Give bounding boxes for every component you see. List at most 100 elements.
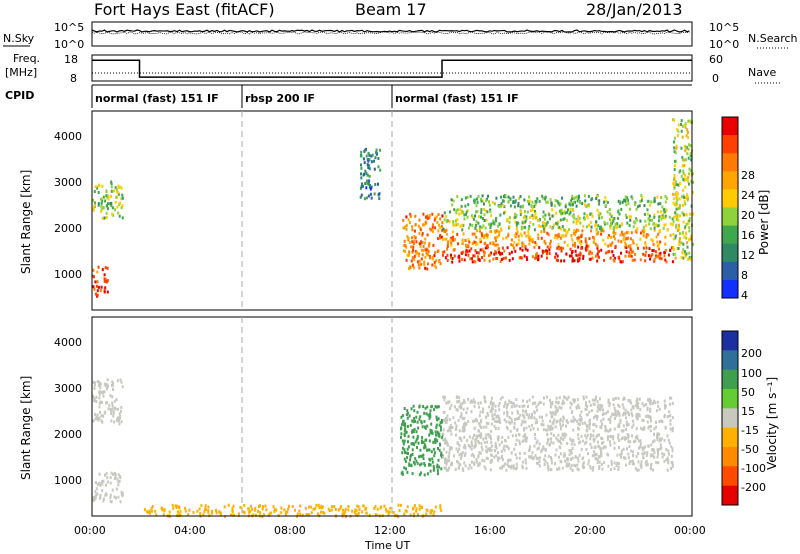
power-cell-7 [585, 205, 588, 209]
velocity-cell-4 [505, 420, 508, 424]
velocity-cell-1 [111, 383, 113, 387]
velocity-cell-4 [484, 400, 487, 404]
velocity-cell-3 [589, 433, 592, 437]
velocity-cell-5 [219, 511, 222, 515]
power-cell-7 [519, 205, 522, 209]
velocity-cell-2 [403, 423, 406, 427]
power-cell-5 [544, 241, 547, 245]
power-cell-5 [465, 243, 468, 247]
velocity-cell-4 [617, 403, 620, 407]
power-cell-7 [625, 199, 628, 203]
velocity-cell-3 [641, 452, 644, 456]
power-cell-4 [560, 259, 563, 263]
power-cell-6 [459, 208, 462, 212]
velocity-cell-3 [478, 451, 481, 455]
power-cell-7 [476, 200, 479, 204]
power-cell-6 [538, 224, 540, 228]
power-cell-3 [405, 223, 408, 227]
velocity-cell-4 [548, 399, 551, 402]
power-cell-5 [513, 233, 516, 237]
power-cell-8 [673, 150, 676, 154]
power-cell-6 [515, 223, 518, 227]
velocity-cell-2 [428, 433, 431, 437]
power-cell-6 [636, 227, 639, 231]
power-cell-2 [363, 161, 366, 165]
velocity-cell-5 [172, 506, 175, 510]
velocity-cell-5 [143, 508, 146, 512]
velocity-cell-3 [542, 447, 545, 451]
velocity-cell-3 [443, 466, 446, 470]
power-cell-2 [365, 196, 368, 200]
power-cell-6 [606, 210, 609, 214]
power-cell-4 [570, 254, 573, 258]
velocity-cell-4 [575, 405, 578, 409]
power-cell-6 [551, 226, 554, 230]
velocity-cell-4 [602, 412, 605, 416]
power-cell-8 [692, 180, 694, 184]
power-cell-5 [495, 243, 498, 247]
power-cell-6 [534, 209, 536, 213]
power-cell-0 [101, 268, 104, 272]
power-cell-6 [460, 211, 463, 215]
power-cell-6 [551, 208, 554, 212]
velocity-cell-3 [652, 454, 655, 458]
velocity-cell-1 [103, 390, 106, 394]
power-cell-8 [687, 147, 690, 151]
velocity-cell-4 [605, 411, 608, 415]
velocity-cell-2 [436, 418, 438, 422]
velocity-cell-1 [101, 400, 103, 404]
velocity-cell-3 [576, 467, 579, 471]
velocity-cell-3 [458, 453, 461, 457]
power-cell-5 [639, 237, 642, 241]
noise-panel: N.Sky 10^5 10^0 10^5 10^0 N.Search [3, 21, 798, 51]
power-cell-7 [659, 202, 662, 205]
power-cell-5 [473, 232, 476, 236]
power-cell-8 [687, 238, 690, 242]
velocity-cell-3 [513, 447, 516, 451]
velocity-cell-3 [636, 468, 639, 472]
power-cell-5 [574, 230, 577, 234]
velocity-cell-0 [113, 477, 116, 480]
velocity-cell-3 [524, 433, 527, 437]
velocity-cell-1 [102, 394, 105, 398]
velocity-cell-4 [448, 426, 451, 429]
velocity-cell-2 [414, 440, 417, 444]
power-cell-1 [119, 201, 121, 205]
power-cell-6 [564, 211, 567, 215]
velocity-cell-2 [403, 429, 406, 433]
velocity-cell-3 [479, 435, 482, 439]
velocity-cell-3 [639, 442, 642, 446]
power-cell-4 [624, 245, 627, 249]
power-cell-6 [503, 211, 505, 215]
power-cell-3 [428, 216, 431, 220]
velocity-cell-5 [429, 511, 432, 515]
xtick-0800: 08:00 [274, 524, 306, 537]
power-cell-5 [483, 241, 486, 245]
power-cell-6 [596, 208, 599, 212]
velocity-cell-3 [556, 467, 559, 471]
power-cell-8 [681, 124, 684, 128]
velocity-cell-4 [555, 396, 558, 400]
velocity-cell-4 [445, 420, 448, 424]
velocity-cell-3 [550, 437, 553, 441]
velocity-cell-0 [95, 487, 98, 491]
velocity-cell-4 [584, 403, 587, 407]
velocity-cell-3 [481, 448, 484, 452]
velocity-cell-3 [463, 444, 466, 448]
velocity-cell-0 [102, 497, 105, 501]
power-cell-7 [664, 195, 667, 198]
velocity-cell-5 [320, 504, 323, 508]
velocity-cell-4 [593, 402, 596, 406]
velocity-cell-1 [112, 388, 114, 391]
power-cell-5 [454, 237, 456, 241]
power-cell-3 [406, 235, 409, 239]
power-cell-6 [485, 209, 488, 213]
power-cell-6 [490, 214, 493, 218]
power-cell-3 [407, 236, 410, 240]
power-cell-1 [121, 193, 124, 197]
velocity-cell-3 [496, 436, 499, 440]
velocity-cell-4 [561, 419, 564, 423]
power-cell-6 [616, 225, 619, 229]
power-cell-4 [649, 257, 651, 261]
velocity-cell-1 [118, 422, 121, 426]
